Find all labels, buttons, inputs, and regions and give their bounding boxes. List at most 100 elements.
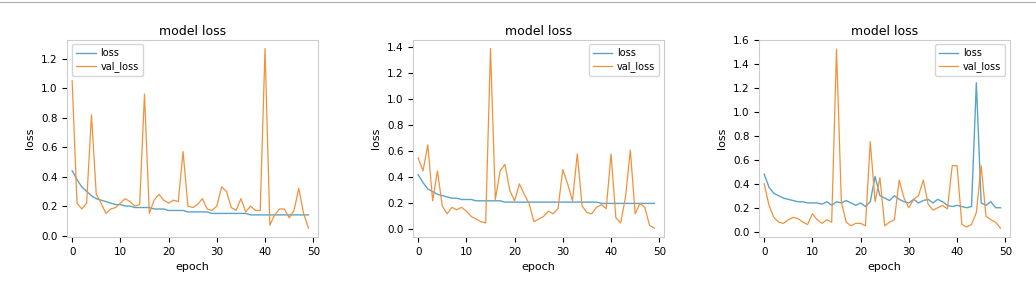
val_loss (192, 203, 204, 206)
val_loss (436, 204, 449, 208)
val_loss (163, 201, 175, 205)
loss (955, 205, 968, 208)
val_loss (99, 212, 112, 215)
val_loss (538, 215, 550, 218)
val_loss (995, 226, 1007, 230)
loss (811, 201, 824, 205)
loss (927, 201, 940, 205)
loss (465, 198, 478, 201)
X-axis label: epoch: epoch (868, 262, 901, 272)
val_loss (412, 156, 425, 160)
loss (110, 203, 122, 206)
val_loss (431, 169, 443, 173)
loss (951, 203, 963, 207)
val_loss (556, 168, 569, 171)
loss (552, 200, 565, 204)
loss (609, 202, 622, 205)
Line: loss: loss (73, 171, 309, 215)
loss (157, 207, 170, 211)
loss (152, 207, 165, 211)
val_loss (523, 202, 536, 205)
loss (288, 213, 300, 217)
loss (66, 169, 79, 173)
loss (527, 200, 540, 204)
loss (581, 200, 594, 204)
val_loss (792, 217, 804, 220)
loss (966, 205, 978, 208)
loss (821, 200, 833, 204)
loss (773, 194, 785, 198)
loss (163, 209, 175, 212)
loss (210, 212, 223, 215)
val_loss (201, 207, 213, 211)
loss (460, 198, 472, 201)
loss (591, 200, 603, 204)
val_loss (85, 113, 97, 117)
loss (941, 203, 953, 207)
val_loss (138, 92, 150, 96)
loss (908, 198, 920, 201)
loss (244, 213, 257, 217)
val_loss (542, 209, 554, 213)
val_loss (980, 214, 992, 218)
Line: loss: loss (765, 83, 1001, 208)
loss (782, 198, 795, 201)
loss (489, 199, 501, 203)
val_loss (274, 207, 286, 211)
val_loss (908, 198, 920, 201)
val_loss (768, 216, 780, 219)
val_loss (844, 224, 857, 228)
val_loss (152, 192, 165, 196)
loss (297, 213, 310, 217)
val_loss (114, 201, 126, 205)
loss (649, 202, 661, 205)
val_loss (941, 207, 953, 211)
val_loss (975, 164, 987, 168)
loss (605, 202, 617, 205)
val_loss (148, 198, 161, 202)
val_loss (547, 212, 559, 216)
loss (480, 199, 492, 203)
loss (138, 206, 150, 209)
loss (431, 192, 443, 196)
val_loss (186, 206, 199, 209)
Y-axis label: loss: loss (26, 128, 35, 149)
loss (201, 210, 213, 214)
loss (634, 202, 646, 205)
Legend: loss, val_loss: loss, val_loss (934, 44, 1005, 76)
val_loss (960, 225, 973, 229)
loss (835, 201, 847, 205)
loss (124, 204, 137, 208)
val_loss (244, 204, 257, 208)
val_loss (902, 206, 915, 209)
val_loss (445, 206, 458, 209)
loss (864, 200, 876, 204)
val_loss (181, 204, 194, 208)
val_loss (288, 209, 300, 212)
val_loss (172, 200, 184, 203)
val_loss (259, 47, 271, 50)
val_loss (268, 213, 281, 217)
val_loss (643, 224, 656, 227)
val_loss (955, 223, 968, 226)
loss (538, 200, 550, 204)
val_loss (513, 182, 525, 186)
val_loss (966, 223, 978, 226)
loss (638, 202, 651, 205)
val_loss (806, 212, 818, 216)
val_loss (596, 203, 608, 206)
val_loss (884, 220, 896, 224)
val_loss (509, 199, 521, 203)
val_loss (922, 202, 934, 206)
loss (225, 212, 237, 215)
val_loss (278, 207, 290, 211)
loss (134, 206, 146, 209)
loss (509, 200, 521, 204)
val_loss (576, 204, 588, 208)
loss (533, 200, 545, 204)
loss (562, 200, 574, 204)
val_loss (66, 79, 79, 83)
val_loss (225, 206, 237, 209)
val_loss (527, 220, 540, 223)
Y-axis label: loss: loss (372, 128, 381, 149)
